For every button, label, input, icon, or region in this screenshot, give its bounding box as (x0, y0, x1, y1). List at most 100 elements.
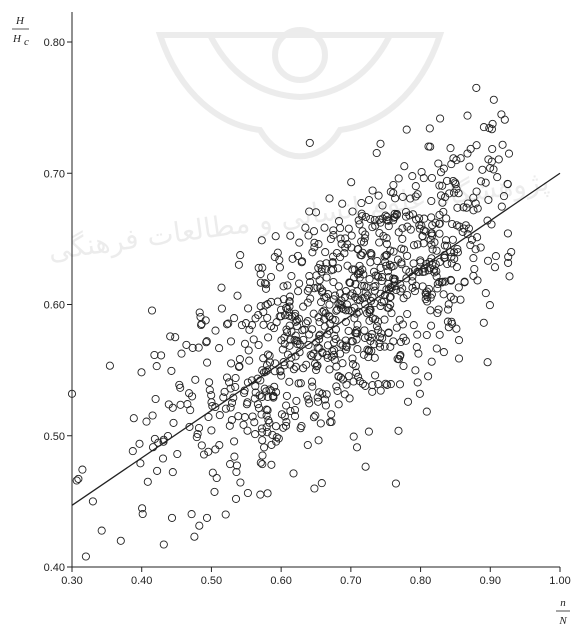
data-point (433, 279, 442, 289)
data-point (470, 264, 479, 274)
data-point (328, 315, 337, 324)
data-point (403, 251, 412, 260)
data-point (453, 203, 462, 212)
data-point (294, 287, 303, 296)
data-point (157, 351, 166, 360)
data-point (391, 194, 400, 203)
data-point (456, 154, 465, 163)
data-point (353, 295, 362, 304)
data-point (376, 139, 385, 148)
data-point (285, 297, 294, 306)
data-point (443, 305, 453, 314)
data-point (233, 291, 242, 300)
data-point (309, 309, 318, 318)
data-point (195, 308, 204, 317)
data-point (282, 391, 291, 400)
watermark-emblem (155, 27, 445, 160)
data-point (262, 422, 271, 432)
data-point (350, 273, 359, 282)
data-point (345, 394, 354, 403)
data-point (194, 423, 204, 433)
data-point (199, 450, 209, 459)
data-point (354, 372, 363, 381)
data-point (257, 236, 266, 245)
data-point (368, 223, 377, 232)
data-point (476, 177, 486, 186)
data-point (150, 350, 159, 360)
data-point (398, 284, 407, 293)
data-point (128, 447, 137, 456)
data-point (367, 330, 376, 339)
data-point (283, 281, 292, 290)
data-point (266, 272, 276, 282)
data-point (423, 287, 432, 296)
data-point (191, 375, 200, 384)
data-point (307, 377, 317, 386)
data-point (291, 331, 300, 340)
data-point (336, 224, 345, 233)
data-point (498, 140, 507, 149)
data-point (399, 361, 408, 371)
data-point (434, 159, 443, 168)
data-point (269, 393, 278, 402)
data-point (225, 378, 234, 387)
data-point (306, 278, 315, 287)
data-point (370, 353, 379, 362)
data-point (503, 229, 512, 238)
data-point (372, 322, 381, 331)
data-point (422, 407, 431, 416)
data-point (257, 410, 266, 419)
data-point (302, 391, 312, 400)
data-point (427, 213, 436, 222)
data-point (258, 392, 267, 401)
data-point (289, 365, 298, 374)
data-point (460, 277, 469, 286)
data-point (226, 403, 235, 412)
data-point (424, 266, 433, 275)
data-point (290, 335, 299, 344)
data-point (260, 443, 269, 452)
data-point (418, 282, 427, 291)
data-point (260, 279, 269, 288)
data-point (188, 343, 197, 352)
data-point (430, 268, 439, 277)
data-point (429, 265, 438, 274)
data-point (366, 248, 375, 258)
data-point (211, 326, 220, 335)
data-point (320, 223, 329, 232)
data-point (88, 497, 97, 506)
data-point (418, 231, 427, 241)
data-point (67, 389, 77, 398)
data-point (309, 413, 318, 422)
data-point (190, 532, 199, 541)
data-point (342, 342, 351, 352)
data-point (340, 390, 349, 399)
data-point (427, 229, 436, 238)
data-point (415, 214, 424, 223)
data-point (265, 358, 275, 367)
data-point (353, 345, 362, 354)
data-point (336, 234, 345, 243)
data-point (316, 284, 325, 293)
data-point (243, 398, 252, 407)
data-point (262, 405, 271, 414)
data-point (453, 244, 462, 254)
data-point (168, 468, 177, 477)
data-point (259, 320, 268, 329)
data-point (325, 326, 334, 335)
data-point (305, 330, 314, 339)
data-point (271, 232, 280, 241)
data-point (274, 434, 283, 443)
data-point (280, 311, 290, 320)
data-point (215, 411, 224, 420)
data-point (263, 428, 272, 437)
data-point (489, 165, 498, 174)
data-point (500, 115, 509, 124)
data-point (215, 441, 224, 450)
data-point (454, 189, 463, 198)
data-point (336, 349, 345, 358)
data-point (281, 421, 291, 430)
data-point (205, 385, 214, 395)
data-point (402, 265, 411, 274)
data-point (476, 243, 485, 252)
